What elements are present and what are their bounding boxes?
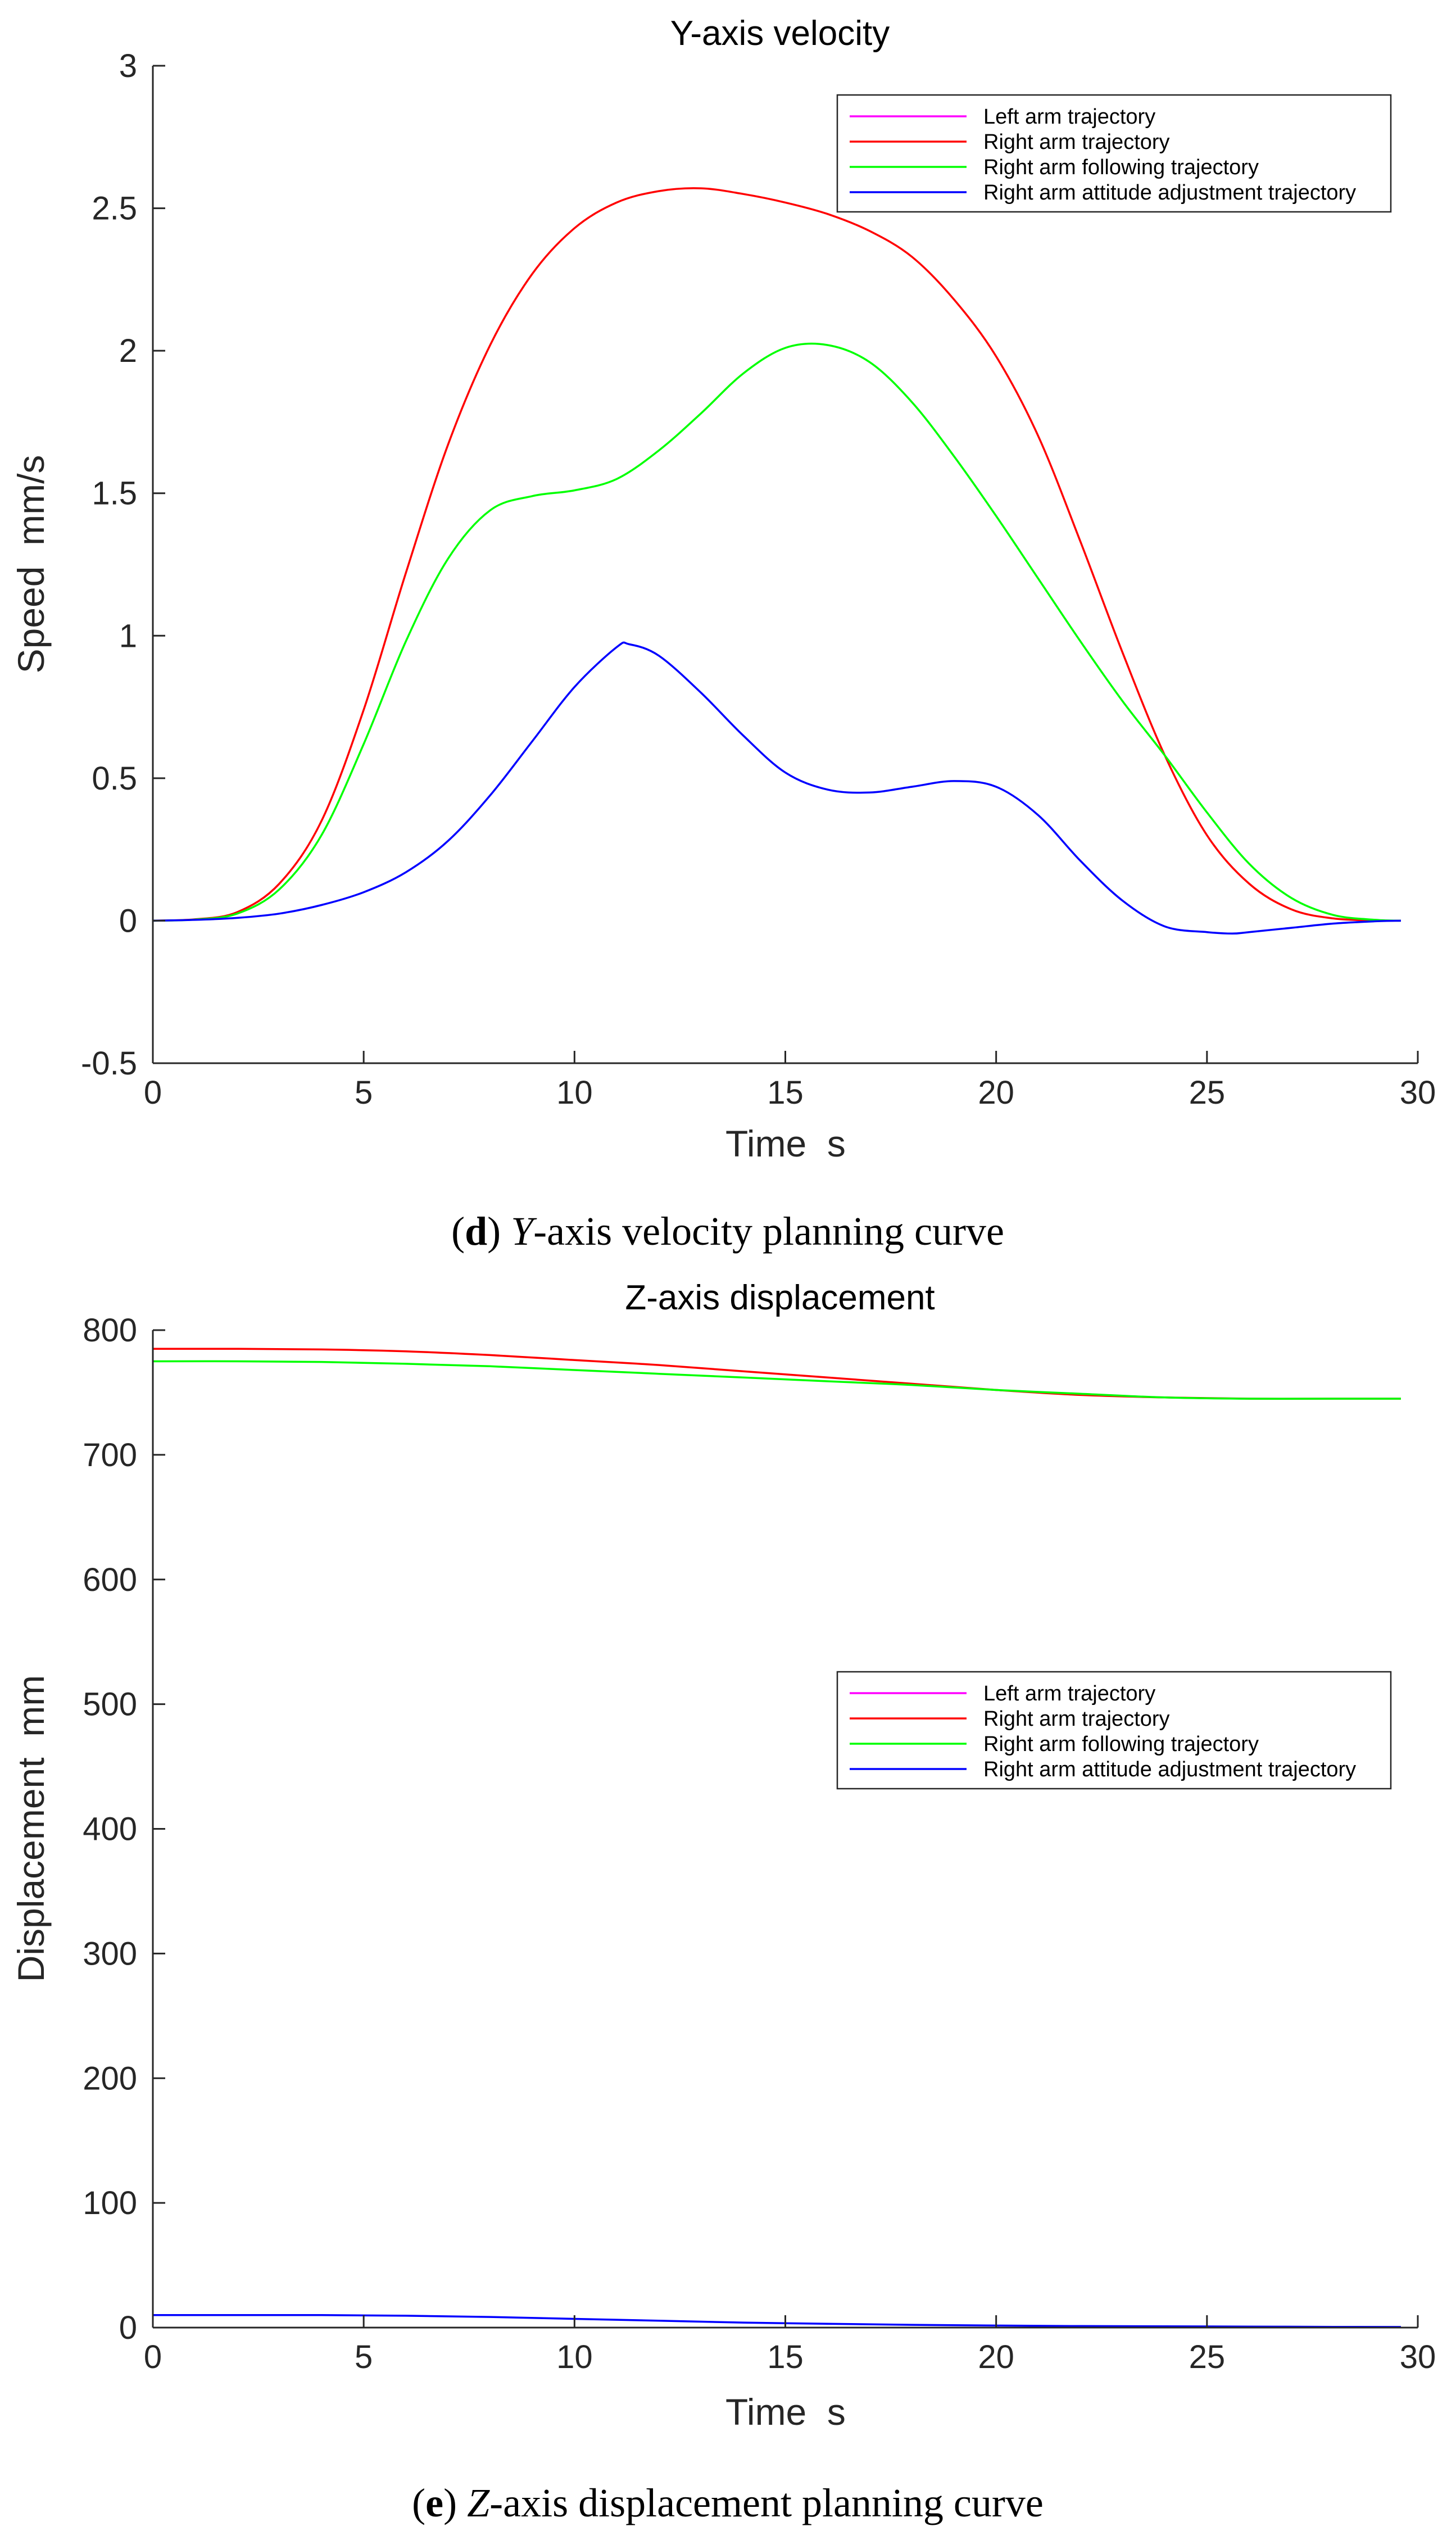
legend-label: Right arm following trajectory [983, 1732, 1259, 1756]
y-tick-label: 800 [83, 1312, 137, 1349]
x-tick-label: 0 [144, 2339, 162, 2375]
chart-title: Z-axis displacement [625, 1278, 935, 1317]
chart-y-axis-velocity: Y-axis velocity 0 5 10 15 20 25 30 -0.500.511.… [10, 14, 1436, 1254]
x-tick-label: 5 [355, 2339, 373, 2375]
x-tick-label: 10 [556, 2339, 593, 2375]
caption-text: -axis velocity planning curve [533, 1209, 1004, 1254]
y-tick-label: 0 [119, 902, 137, 939]
x-tick-label: 20 [978, 1074, 1014, 1111]
caption-letter: e [425, 2480, 443, 2525]
y-tick-label: 0 [119, 2310, 137, 2346]
y-tick-label: 2.5 [92, 190, 137, 227]
x-tick-label: 15 [767, 1074, 804, 1111]
y-tick-label: 300 [83, 1935, 137, 1972]
y-ticks: 0 100 200 300 400 500 600 700 800 [83, 1312, 165, 2346]
y-tick-label: 700 [83, 1437, 137, 1473]
legend-label: Right arm following trajectory [983, 156, 1259, 179]
series-line-3 [152, 641, 1401, 935]
plot-area [153, 66, 1418, 1063]
series-line-1 [152, 187, 1401, 922]
y-axis-label: Speed mm/s [10, 455, 52, 674]
series-lines [152, 187, 1401, 935]
x-tick-label: 25 [1189, 2339, 1226, 2375]
legend-label: Right arm trajectory [983, 130, 1170, 154]
x-axis-label: Time s [725, 1123, 846, 1164]
y-ticks: -0.5 0 0.5 1 1.5 2 2.5 3 [81, 48, 165, 1082]
x-tick-label: 15 [767, 2339, 804, 2375]
caption-axis: Y [511, 1209, 537, 1254]
caption-d: (d) Y-axis velocity planning curve [451, 1209, 1004, 1254]
x-tick-label: 5 [355, 1074, 373, 1111]
caption-axis: Z [467, 2480, 490, 2525]
y-tick-label: 100 [83, 2185, 137, 2221]
y-tick-label: 1 [119, 618, 137, 654]
series-line-2 [152, 342, 1401, 922]
y-tick-label: -0.5 [81, 1045, 137, 1082]
legend-label: Right arm attitude adjustment trajectory [983, 1758, 1356, 1781]
y-tick-label: 2 [119, 333, 137, 369]
y-tick-label: 200 [83, 2060, 137, 2097]
legend-label: Right arm attitude adjustment trajectory [983, 181, 1356, 205]
x-tick-label: 10 [556, 1074, 593, 1111]
y-axis-label: Displacement mm [10, 1675, 52, 1982]
x-tick-label: 20 [978, 2339, 1014, 2375]
caption-e: (e) Z-axis displacement planning curve [412, 2480, 1044, 2525]
legend-label: Right arm trajectory [983, 1707, 1170, 1731]
x-tick-label: 30 [1400, 2339, 1436, 2375]
y-tick-label: 600 [83, 1562, 137, 1598]
y-tick-label: 1.5 [92, 475, 137, 512]
y-tick-label: 500 [83, 1686, 137, 1723]
caption-text: -axis displacement planning curve [489, 2480, 1044, 2525]
x-axis-label: Time s [725, 2391, 846, 2433]
chart-z-axis-displacement: Z-axis displacement 0 5 10 15 20 25 30 0 100 200… [10, 1278, 1436, 2525]
x-ticks: 0 5 10 15 20 25 30 [144, 2315, 1436, 2375]
series-line-3 [153, 2314, 1401, 2328]
x-tick-label: 0 [144, 1074, 162, 1111]
x-tick-label: 30 [1400, 1074, 1436, 1111]
plot-area [153, 1330, 1418, 2328]
y-tick-label: 400 [83, 1811, 137, 1848]
legend-label: Left arm trajectory [983, 105, 1155, 129]
x-tick-label: 25 [1189, 1074, 1226, 1111]
series-lines [152, 1348, 1401, 2328]
caption-letter: d [465, 1209, 487, 1254]
legend-label: Left arm trajectory [983, 1682, 1155, 1706]
y-tick-label: 0.5 [92, 760, 137, 797]
y-tick-label: 3 [119, 48, 137, 84]
series-line-2 [152, 1360, 1401, 1400]
chart-title: Y-axis velocity [670, 14, 890, 53]
x-ticks: 0 5 10 15 20 25 30 [144, 1051, 1436, 1111]
